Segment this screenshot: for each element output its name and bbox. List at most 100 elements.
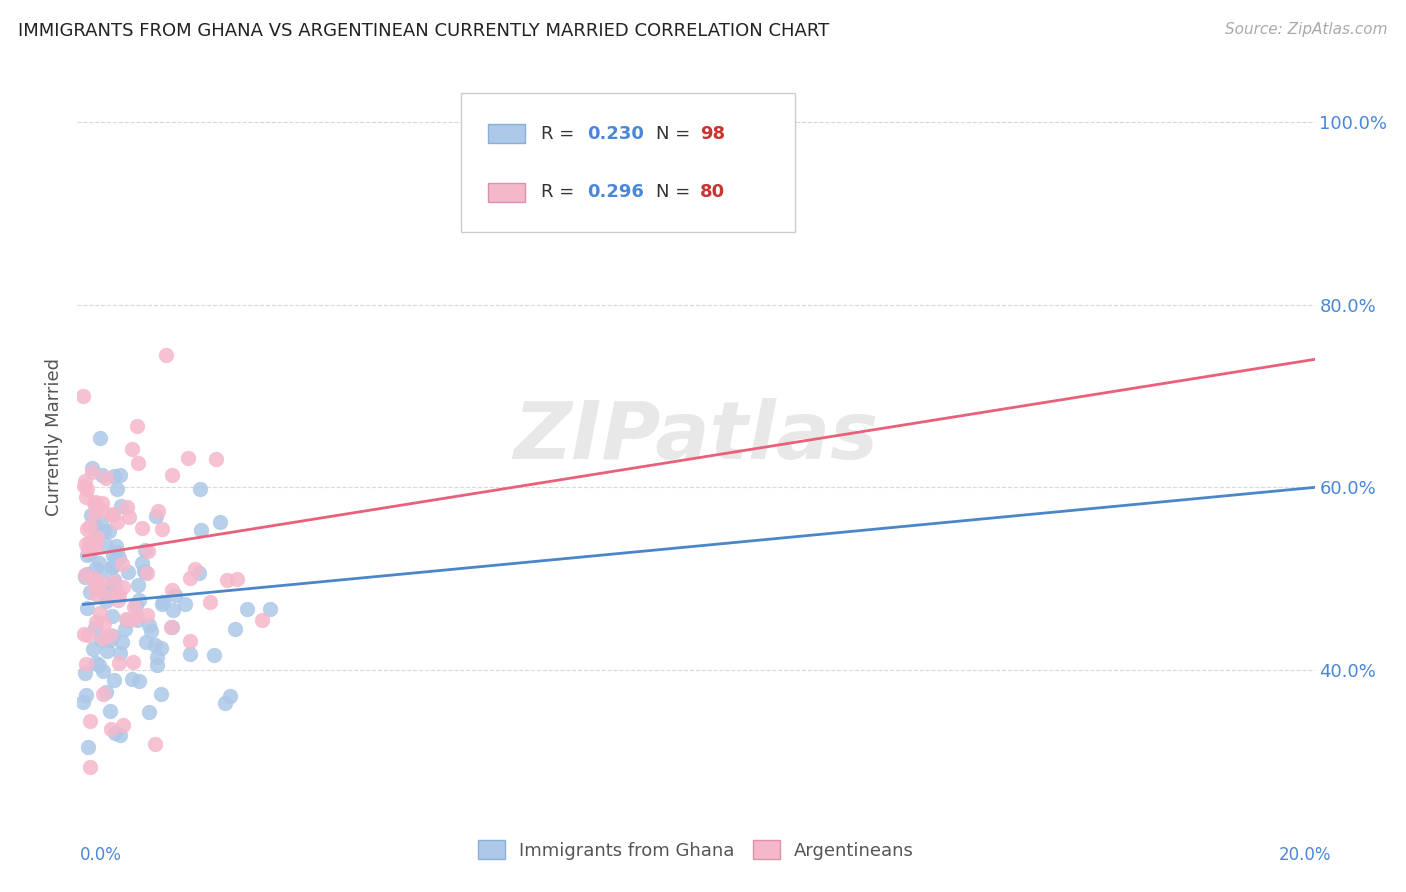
Point (155, 348, 177, 362)
Point (108, 728, 131, 742)
Point (179, 647, 201, 661)
Point (136, 544, 159, 558)
Point (150, 640, 173, 655)
Text: 20.0%: 20.0% (1278, 846, 1331, 863)
Point (75, 688, 97, 702)
Point (218, 689, 240, 703)
Point (101, 507, 124, 521)
Point (101, 508, 124, 522)
Point (103, 469, 125, 483)
Point (89, 430, 111, 444)
Point (252, 613, 274, 627)
Point (138, 617, 160, 632)
Point (83, 519, 105, 533)
Point (84, 621, 107, 635)
Point (146, 657, 169, 672)
Point (177, 450, 200, 465)
Point (143, 638, 166, 652)
Point (179, 634, 201, 648)
Point (79, 508, 101, 523)
Point (150, 687, 173, 701)
Point (115, 613, 138, 627)
Point (128, 593, 150, 607)
Point (94, 593, 117, 607)
Point (190, 482, 212, 496)
Point (160, 468, 183, 483)
Point (160, 620, 183, 634)
Point (124, 598, 146, 612)
Point (79, 585, 101, 599)
Text: N =: N = (657, 125, 696, 143)
Legend: Immigrants from Ghana, Argentineans: Immigrants from Ghana, Argentineans (478, 840, 914, 860)
Point (259, 601, 281, 615)
Point (76, 601, 98, 615)
Point (121, 612, 143, 626)
Point (83, 496, 105, 510)
Point (105, 553, 128, 567)
FancyBboxPatch shape (488, 183, 526, 202)
Point (134, 542, 156, 557)
Point (135, 566, 157, 580)
Point (76, 548, 98, 562)
Point (73, 479, 96, 493)
Point (125, 610, 148, 624)
Text: N =: N = (657, 183, 696, 201)
Point (86, 657, 108, 671)
Point (76, 566, 98, 581)
Point (125, 418, 148, 433)
Point (87, 556, 110, 570)
Text: 80: 80 (700, 183, 725, 201)
Point (87, 581, 110, 595)
Point (84, 540, 107, 554)
Point (75, 537, 97, 551)
Point (90, 467, 112, 482)
Point (93, 616, 115, 631)
Point (79, 546, 101, 560)
Point (127, 456, 149, 470)
Point (139, 624, 162, 639)
Point (108, 588, 131, 602)
Point (111, 581, 134, 595)
Point (104, 725, 127, 739)
Point (146, 649, 169, 664)
Point (73, 570, 96, 584)
Point (205, 451, 228, 466)
Point (200, 594, 222, 608)
Text: 0.230: 0.230 (588, 125, 644, 143)
Point (136, 607, 159, 622)
Point (98, 705, 121, 719)
Point (72, 695, 94, 709)
Point (100, 723, 122, 737)
Point (84, 506, 107, 520)
Point (114, 622, 136, 636)
Point (91, 687, 114, 701)
Point (91, 631, 114, 645)
Point (108, 468, 131, 483)
Point (98, 632, 121, 647)
FancyBboxPatch shape (488, 124, 526, 143)
Point (105, 483, 128, 497)
Point (104, 553, 127, 567)
Point (75, 657, 97, 671)
Point (84, 560, 107, 574)
Point (84, 587, 107, 601)
Point (224, 622, 246, 636)
Y-axis label: Currently Married: Currently Married (45, 358, 63, 516)
Point (111, 635, 134, 649)
Text: ZIPatlas: ZIPatlas (513, 398, 879, 476)
Point (165, 588, 187, 602)
Point (131, 520, 153, 534)
Point (174, 598, 197, 612)
Point (79, 534, 101, 549)
Point (108, 657, 131, 671)
Point (89, 525, 111, 540)
Point (90, 516, 112, 530)
Text: IMMIGRANTS FROM GHANA VS ARGENTINEAN CURRENTLY MARRIED CORRELATION CHART: IMMIGRANTS FROM GHANA VS ARGENTINEAN CUR… (18, 22, 830, 40)
Point (121, 655, 143, 669)
Text: R =: R = (541, 183, 581, 201)
Point (90, 566, 112, 580)
Point (104, 581, 127, 595)
Point (82, 641, 104, 656)
Point (146, 504, 169, 518)
Point (225, 572, 247, 586)
